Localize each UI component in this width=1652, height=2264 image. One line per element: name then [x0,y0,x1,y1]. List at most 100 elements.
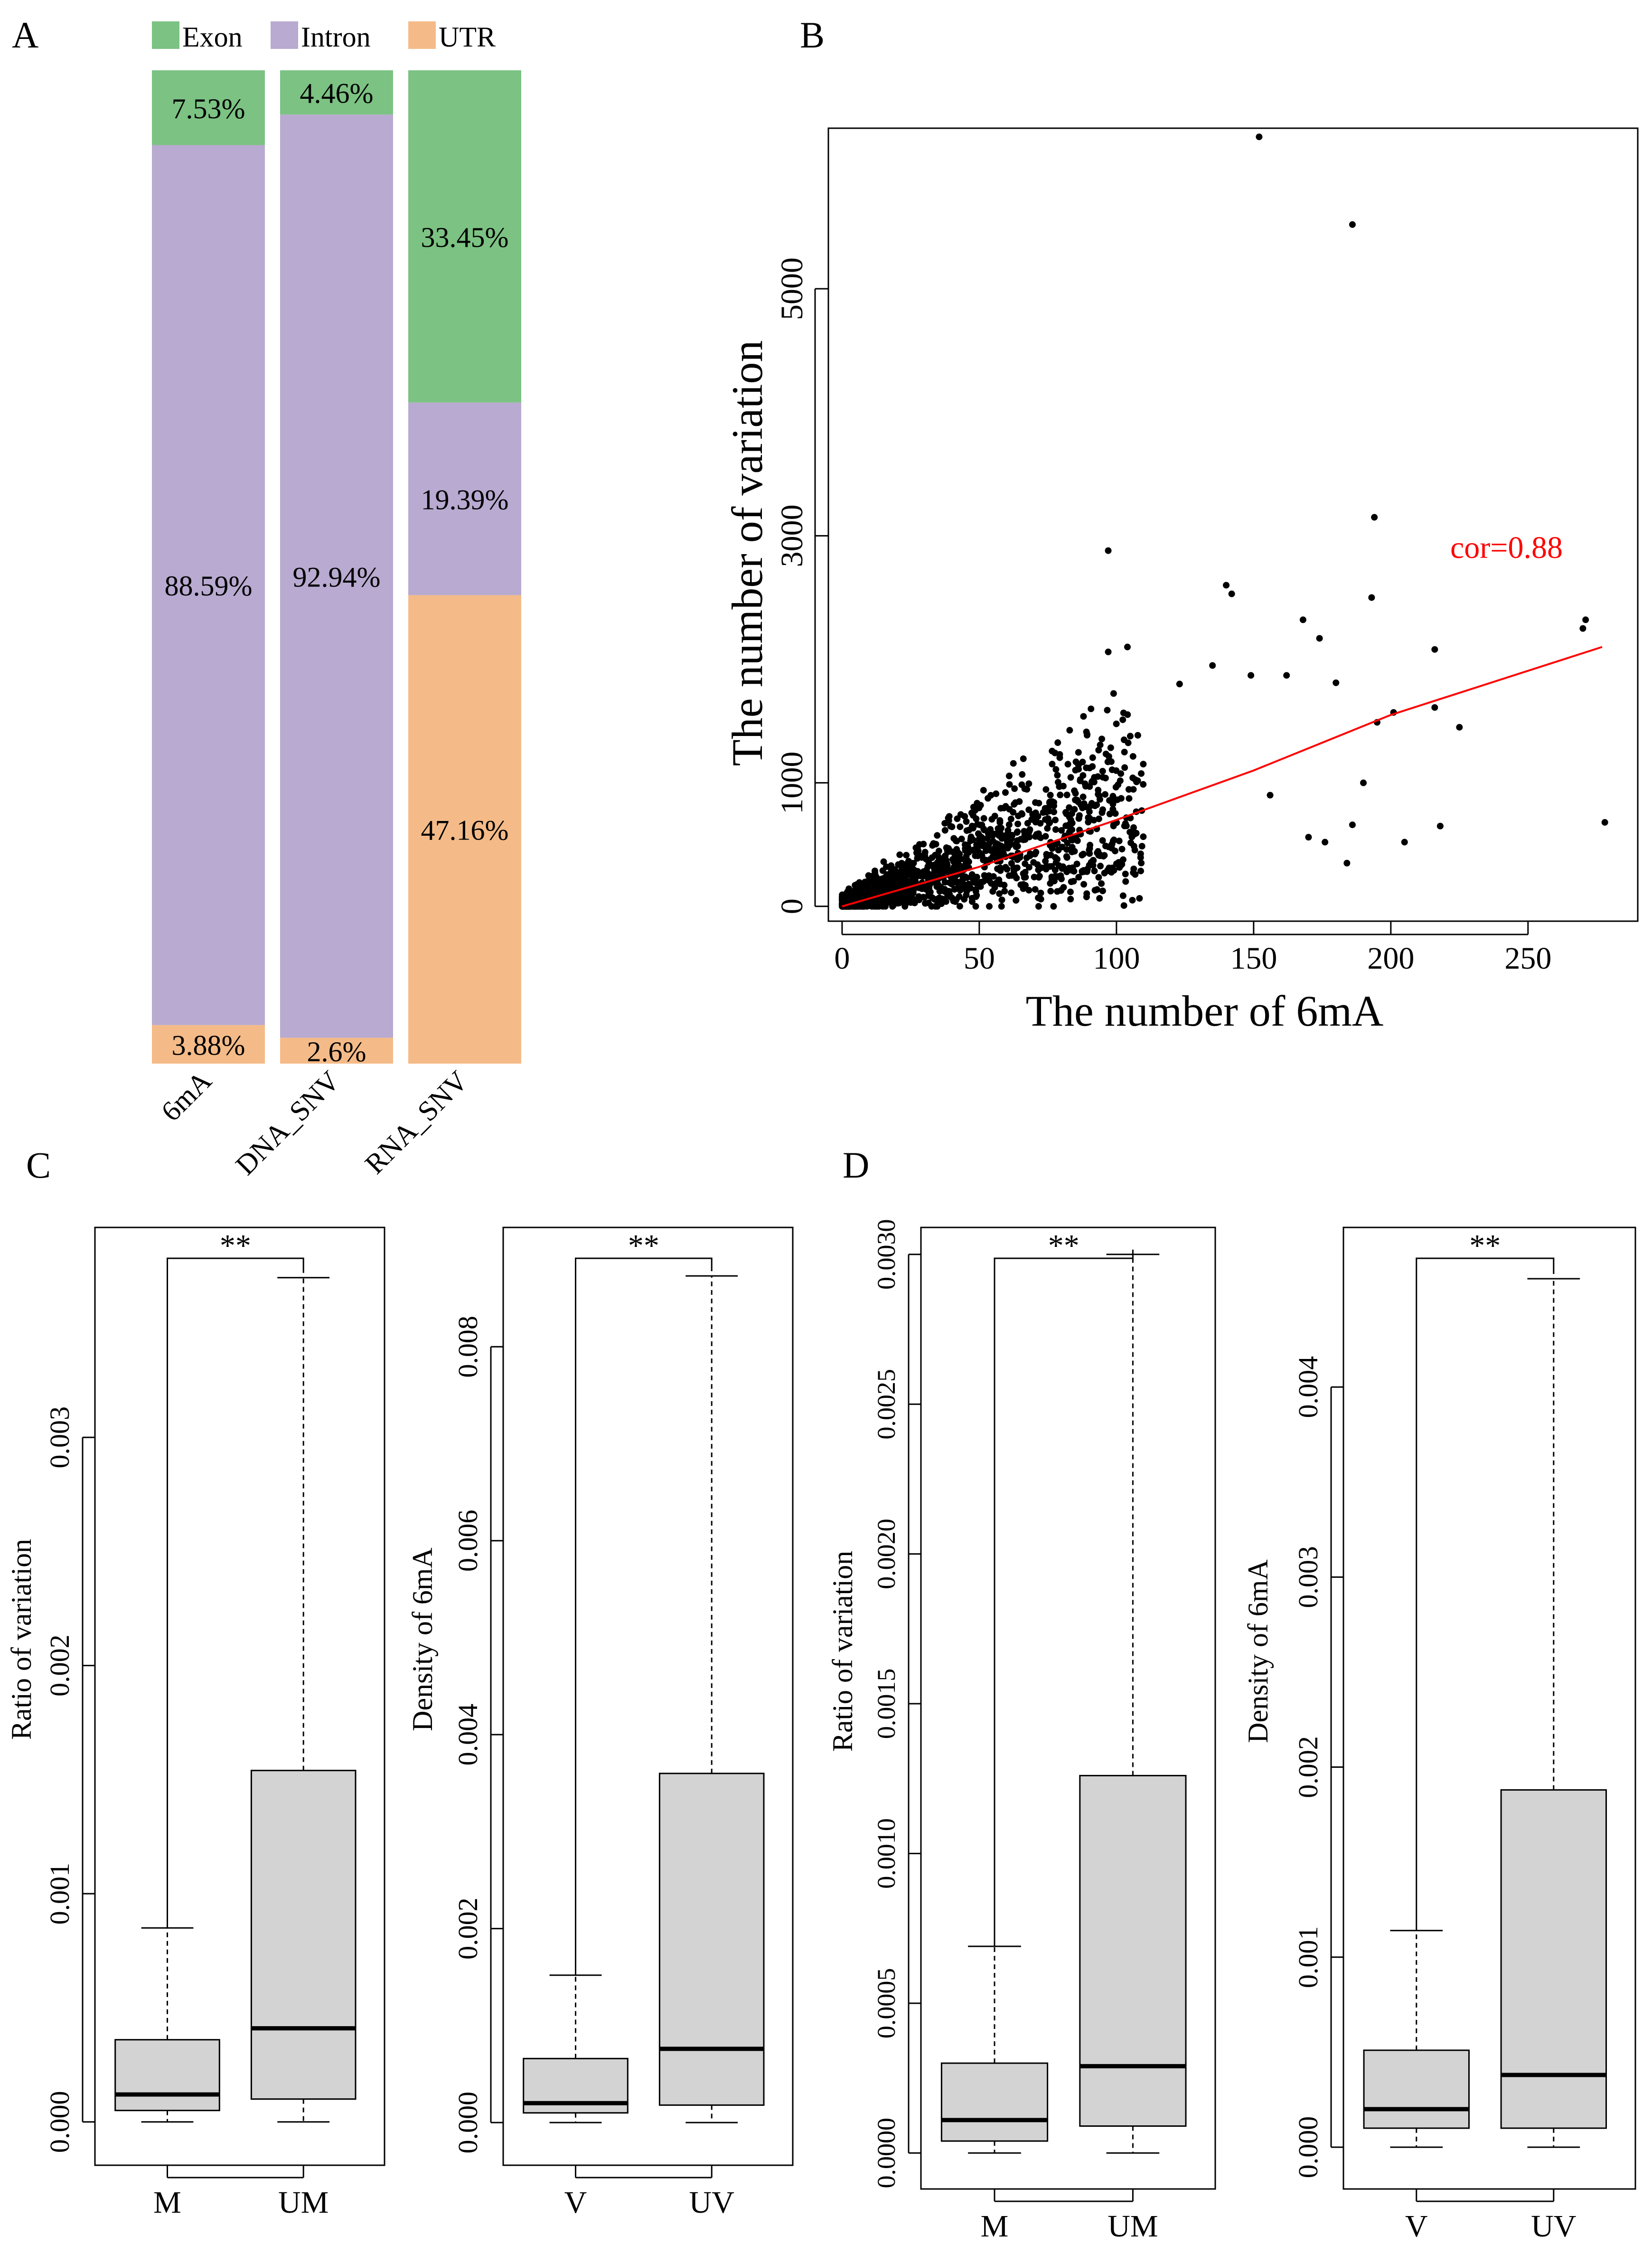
y-tick-label: 0.0010 [872,1818,901,1889]
scatter-point [1044,825,1051,832]
scatter-point [1064,840,1071,847]
scatter-point [932,840,939,848]
scatter-point [1228,590,1235,597]
scatter-point [1431,646,1438,653]
scatter-point [1054,772,1061,779]
scatter-point [1121,764,1128,771]
scatter-point [991,812,998,820]
scatter-point [954,815,961,822]
scatter-point [1112,783,1119,791]
scatter-point [1007,815,1014,822]
scatter-point [1054,739,1061,746]
scatter-point [929,854,936,861]
scatter-point [972,903,979,910]
scatter-point [1063,854,1070,861]
scatter-point [859,903,866,910]
scatter-point [1014,864,1021,871]
scatter-point [938,886,945,893]
scatter-point [882,863,890,870]
scatter-point [871,868,878,875]
scatter-point [975,842,982,849]
scatter-point [975,830,982,837]
scatter-point [1104,707,1111,714]
scatter-point [1022,882,1029,889]
scatter-point [1079,793,1087,801]
scatter-point [1066,865,1073,872]
scatter-point [1054,779,1061,786]
scatter-point [878,896,885,904]
scatter-point [1011,785,1018,792]
y-tick-label: 5000 [775,257,809,320]
scatter-point [1021,785,1028,792]
scatter-point [999,832,1006,839]
scatter-point [1062,809,1069,816]
y-tick-label: 0.000 [1293,2116,1323,2179]
scatter-point [1080,713,1087,720]
scatter-point [1025,806,1032,813]
scatter-point [1110,822,1117,830]
scatter-point [1267,792,1274,799]
scatter-point [879,875,886,882]
scatter-point [949,856,956,863]
scatter-point [1052,826,1059,833]
y-axis-label: Density of 6mA [407,1547,438,1731]
scatter-point [1067,888,1074,896]
y-tick-label: 1000 [775,752,809,814]
scatter-point [1035,903,1042,910]
scatter-point [998,903,1005,910]
x-tick-label: RNA_SNV [359,1065,474,1180]
scatter-point [963,827,970,834]
scatter-point [1130,865,1137,872]
scatter-point [978,835,986,842]
scatter-point [1106,811,1113,818]
scatter-point [951,886,958,893]
scatter-point [1122,878,1129,885]
scatter-point [1068,810,1075,817]
scatter-point [1047,887,1054,895]
scatter-point [867,887,874,894]
scatter-point [1130,786,1137,793]
scatter-point [1012,799,1019,806]
scatter-point [1140,761,1147,768]
scatter-point [1023,854,1030,861]
y-tick-label: 0.002 [44,1634,75,1697]
scatter-point [1579,625,1586,632]
scatter-point [1137,868,1144,875]
scatter-point [998,896,1005,904]
significance-bracket [575,1257,713,1975]
scatter-point [928,874,935,881]
scatter-point [1097,851,1104,858]
significance-bracket [994,1249,1134,1947]
scatter-point [964,841,971,849]
scatter-point [1112,810,1119,817]
scatter-point [1601,819,1608,826]
x-tick-label: 6mA [155,1065,218,1128]
significance-label: ** [220,1228,251,1263]
scatter-point [1099,774,1107,781]
y-tick-label: 0.001 [44,1863,75,1925]
scatter-point [1014,829,1021,836]
x-tick-label: 200 [1367,941,1414,976]
scatter-point [922,900,929,907]
scatter-point [1051,808,1058,815]
scatter-point [1117,777,1124,784]
scatter-point [1052,816,1059,823]
scatter-point [1022,828,1029,835]
scatter-point [916,896,923,904]
scatter-point [935,848,942,855]
scatter-point [1005,821,1013,828]
scatter-point [952,898,959,905]
scatter-point [1098,880,1105,887]
scatter-point [1063,792,1070,799]
bar-value-label: 4.46% [300,78,374,109]
scatter-point [1176,680,1183,688]
scatter-point [923,867,930,874]
scatter-point [1005,773,1013,780]
scatter-point [1001,887,1008,895]
y-tick-label: 0.004 [452,1704,483,1766]
scatter-point [1048,863,1055,870]
scatter-point [900,877,907,884]
scatter-point [1436,822,1444,830]
scatter-point [1075,762,1082,769]
